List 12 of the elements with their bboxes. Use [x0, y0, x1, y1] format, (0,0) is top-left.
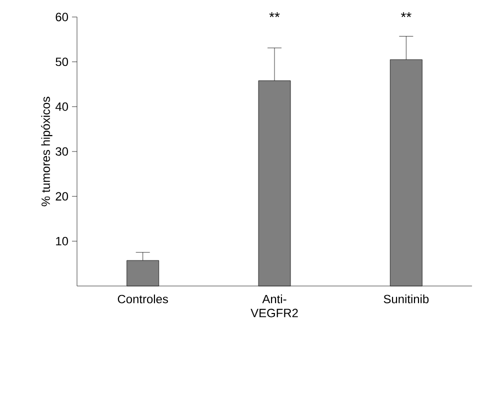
y-axis-title: % tumores hipóxicos	[41, 96, 52, 206]
y-tick-label: 10	[56, 236, 68, 246]
annotation: **	[269, 12, 280, 18]
y-tick-label: 50	[56, 58, 68, 66]
y-tick-label: 40	[55, 102, 68, 111]
x-tick-label: Sunitinib	[384, 294, 429, 304]
y-tick-label: 60	[56, 12, 68, 22]
x-tick-label: Controles	[118, 294, 168, 304]
y-tick-label: 30	[56, 147, 68, 156]
x-tick-label: Anti-VEGFR2	[250, 294, 298, 318]
annotation: **	[400, 12, 412, 18]
y-tick-label: 20	[56, 192, 68, 201]
